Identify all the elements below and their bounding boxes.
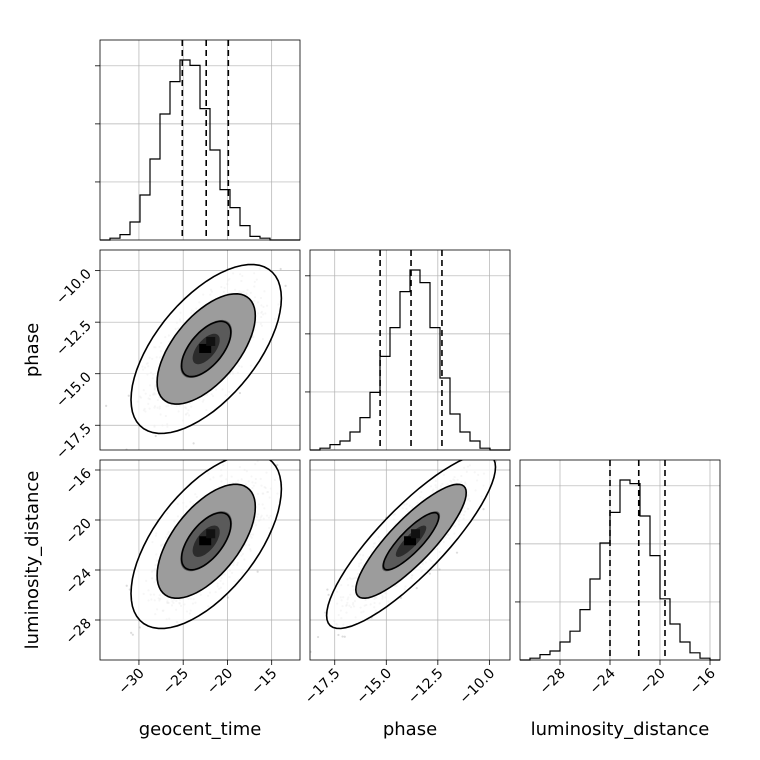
- y-tick-label: −17.5: [53, 421, 95, 463]
- x-tick-label: −16: [687, 665, 719, 697]
- contour-line-1: [180, 511, 232, 571]
- scatter-point: [127, 394, 130, 397]
- panel-1-2: [310, 453, 510, 660]
- scatter-point: [192, 442, 195, 445]
- x-tick-label: −20: [204, 666, 236, 698]
- density-peak: [404, 536, 417, 546]
- contour-line-2: [354, 483, 468, 600]
- x-tick-label: −10.0: [457, 666, 499, 708]
- panel-frame: [99, 459, 301, 661]
- x-tick-label: −15: [248, 666, 280, 698]
- scatter-point: [461, 453, 463, 455]
- contour-line-3: [130, 460, 283, 630]
- scatter-point: [276, 463, 279, 467]
- scatter-point: [246, 244, 248, 246]
- scatter-point: [399, 596, 403, 599]
- contour-line-1: [180, 320, 232, 378]
- density-peak: [206, 529, 216, 539]
- x-axis-label-phase: phase: [383, 719, 437, 740]
- scatter-point: [105, 404, 108, 408]
- scatter-point: [501, 455, 503, 457]
- panel-frame: [519, 459, 721, 661]
- panel-frame: [99, 249, 301, 451]
- x-tick-label: −15.0: [353, 666, 395, 708]
- scatter-point: [130, 631, 133, 634]
- x-tick-label: −24: [587, 665, 619, 697]
- histogram-phase: [310, 269, 510, 451]
- y-tick-label: −24: [63, 565, 95, 597]
- y-tick-label: −28: [63, 616, 95, 648]
- scatter-point: [284, 284, 287, 287]
- scatter-point: [125, 584, 128, 587]
- histogram-luminosity_distance: [520, 479, 720, 661]
- x-tick-label: −28: [537, 666, 569, 698]
- scatter-point: [324, 611, 327, 614]
- scatter-point: [131, 633, 134, 636]
- scatter-point: [256, 570, 259, 573]
- contour-line-2: [156, 292, 257, 405]
- density-peak: [199, 536, 212, 546]
- scatter-point: [242, 457, 244, 459]
- density-layer: [310, 453, 503, 653]
- contour-line-3: [130, 263, 283, 435]
- x-axis-label-geocent_time: geocent_time: [139, 719, 262, 740]
- panel-0-1: [100, 244, 300, 450]
- scatter-point: [154, 434, 157, 438]
- density-peak: [199, 343, 212, 353]
- scatter-point: [327, 593, 330, 596]
- x-tick-label: −30: [116, 666, 148, 698]
- scatter-point: [128, 588, 131, 591]
- y-tick-label: −15.0: [53, 369, 95, 411]
- scatter-point: [226, 596, 229, 599]
- density-layer: [125, 450, 283, 636]
- panel-frame: [309, 459, 511, 661]
- scatter-point: [482, 508, 485, 511]
- y-tick-label: −20: [63, 516, 95, 548]
- x-tick-label: −17.5: [302, 666, 344, 708]
- scatter-point: [337, 633, 340, 637]
- scatter-point: [238, 391, 242, 395]
- scatter-point: [316, 635, 320, 639]
- panel-frame: [99, 39, 301, 241]
- scatter-point: [310, 650, 312, 653]
- scatter-point: [428, 572, 431, 575]
- y-axis-label-phase: phase: [22, 323, 43, 377]
- scatter-point: [279, 267, 282, 271]
- scatter-point: [238, 450, 240, 452]
- x-tick-label: −20: [637, 666, 669, 698]
- scatter-point: [455, 551, 459, 554]
- scatter-point: [341, 635, 344, 638]
- contour-line-1: [382, 511, 440, 571]
- x-tick-label: −25: [160, 666, 192, 698]
- panel-2-2: [515, 460, 720, 661]
- density-layer: [105, 244, 287, 450]
- y-axis-label-luminosity_distance: luminosity_distance: [22, 471, 43, 650]
- x-tick-label: −12.5: [405, 666, 447, 708]
- y-tick-label: −10.0: [53, 266, 95, 308]
- x-axis-label-luminosity_distance: luminosity_distance: [531, 719, 710, 740]
- panel-0-2: [100, 450, 300, 660]
- y-tick-label: −12.5: [53, 318, 95, 360]
- histogram-geocent_time: [100, 59, 300, 241]
- density-peak: [411, 529, 421, 539]
- scatter-point: [253, 455, 255, 457]
- scatter-point: [415, 587, 418, 590]
- scatter-point: [343, 635, 346, 638]
- scatter-point: [326, 588, 329, 591]
- density-peak: [206, 336, 216, 346]
- scatter-point: [138, 626, 141, 629]
- panel-frame: [309, 249, 511, 451]
- scatter-point: [438, 568, 441, 571]
- contour-line-2: [156, 483, 257, 599]
- panel-1-1: [305, 250, 510, 451]
- y-tick-label: −16: [63, 465, 95, 497]
- contour-line-3: [325, 460, 497, 630]
- panel-0-0: [95, 40, 300, 241]
